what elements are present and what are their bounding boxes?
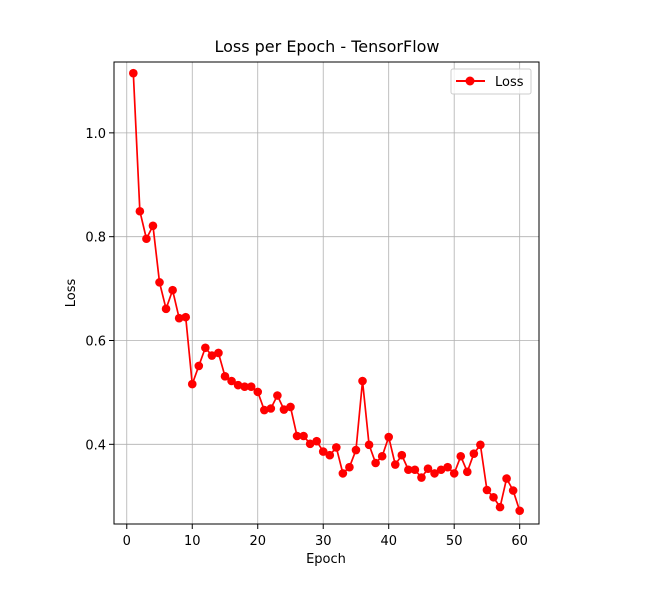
x-tick-label: 10	[184, 534, 201, 549]
loss-point	[515, 506, 524, 516]
y-tick-label: 0.4	[85, 438, 106, 453]
loss-point	[129, 68, 138, 78]
loss-point	[325, 450, 335, 460]
grid-lines	[114, 62, 539, 524]
loss-point	[397, 450, 407, 460]
loss-point	[502, 474, 511, 483]
loss-point	[233, 380, 243, 390]
loss-point	[404, 465, 413, 475]
x-tick-label: 60	[511, 534, 528, 549]
legend-label: Loss	[495, 75, 524, 90]
series-layer	[129, 68, 524, 516]
loss-point	[390, 460, 400, 469]
loss-point	[456, 451, 466, 461]
loss-point	[436, 465, 446, 475]
loss-point	[142, 234, 151, 244]
loss-point	[417, 473, 426, 482]
loss-point	[187, 379, 197, 389]
loss-point	[286, 402, 295, 412]
y-tick-label: 0.8	[85, 231, 106, 246]
loss-point	[469, 449, 479, 458]
loss-point	[279, 405, 289, 414]
chart-title: Loss per Epoch - TensorFlow	[214, 37, 439, 56]
loss-point	[207, 351, 217, 360]
x-tick-label: 50	[446, 534, 463, 549]
loss-point	[410, 465, 420, 475]
loss-point	[430, 469, 439, 478]
loss-point	[508, 486, 518, 495]
loss-point	[495, 502, 505, 512]
x-axis-ticks: 0 10 20 30 40 50 60	[123, 524, 528, 549]
loss-point	[338, 469, 348, 478]
loss-point	[371, 458, 380, 468]
loss-point	[155, 278, 164, 287]
loss-point	[181, 312, 191, 322]
loss-point	[305, 439, 315, 449]
loss-point	[299, 431, 308, 441]
legend: Loss	[450, 68, 532, 95]
loss-point	[201, 343, 210, 353]
x-tick-label: 0	[123, 534, 131, 549]
loss-point	[449, 469, 459, 478]
loss-point	[161, 304, 171, 314]
loss-point	[482, 485, 492, 495]
loss-point	[253, 387, 263, 397]
loss-point	[332, 443, 341, 452]
loss-point	[312, 436, 321, 446]
y-axis-ticks: 0.4 0.6 0.8 1.0	[85, 127, 114, 453]
x-tick-label: 30	[315, 534, 332, 549]
loss-point	[292, 431, 302, 441]
y-tick-label: 0.6	[85, 334, 106, 349]
loss-point	[489, 492, 498, 502]
x-tick-label: 40	[380, 534, 397, 549]
loss-point	[240, 382, 249, 392]
loss-point	[148, 221, 158, 231]
loss-point	[266, 404, 276, 413]
loss-point	[462, 467, 472, 477]
loss-point	[174, 313, 184, 323]
loss-point	[259, 405, 269, 415]
legend-frame	[450, 68, 532, 95]
plot-frame	[113, 61, 540, 525]
legend-marker	[465, 76, 475, 86]
loss-point	[423, 464, 433, 474]
loss-point	[318, 447, 328, 456]
loss-point	[384, 432, 394, 442]
y-tick-label: 1.0	[85, 127, 106, 142]
x-axis-title: Epoch	[306, 552, 346, 567]
loss-point	[476, 440, 485, 450]
loss-point	[214, 348, 223, 358]
y-axis-title: Loss	[64, 279, 79, 308]
loss-point	[194, 361, 204, 371]
loss-point	[358, 376, 367, 386]
loss-point	[443, 462, 452, 472]
loss-point	[168, 285, 177, 295]
loss-point	[135, 206, 145, 216]
loss-point	[364, 440, 374, 450]
loss-point	[273, 391, 282, 400]
loss-point	[220, 372, 230, 381]
x-tick-label: 20	[249, 534, 266, 549]
loss-point	[351, 445, 361, 455]
loss-point	[377, 451, 387, 461]
loss-point	[246, 382, 256, 392]
loss-point	[345, 462, 354, 472]
loss-point	[227, 376, 236, 386]
